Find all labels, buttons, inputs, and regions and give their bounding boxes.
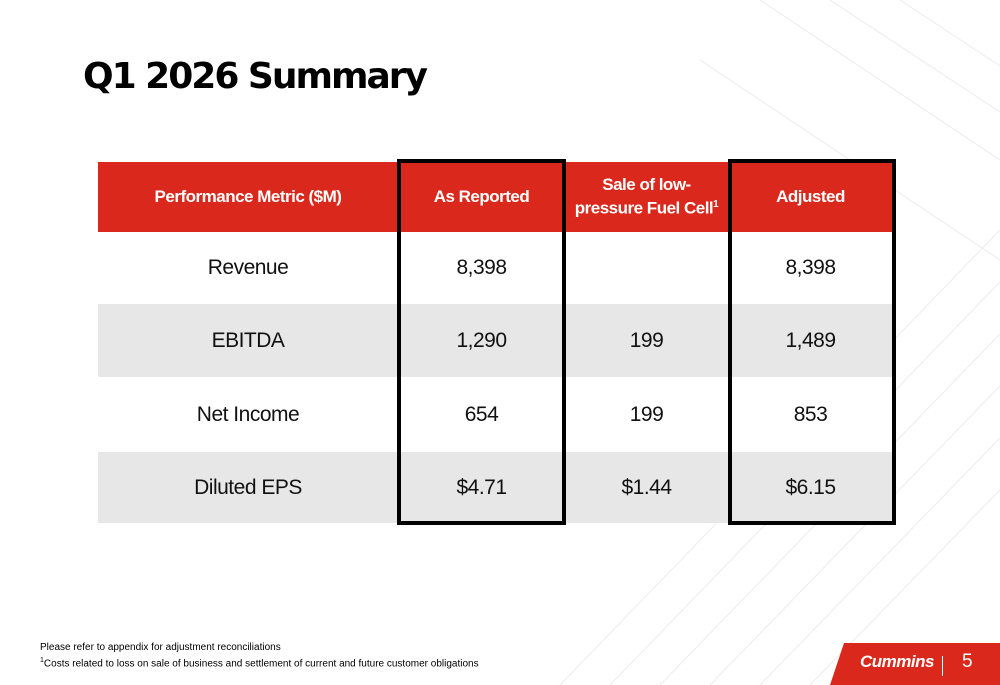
header-adjustment-line2: pressure Fuel Cell <box>574 198 714 218</box>
header-adjustment-footnote-marker: 1 <box>713 199 719 211</box>
as-reported-cell: 654 <box>464 402 499 426</box>
adjustment-cell <box>565 232 728 304</box>
as-reported-cell: 1,290 <box>456 328 507 352</box>
metric-cell: EBITDA <box>211 328 285 352</box>
footnotes: Please refer to appendix for adjustment … <box>40 641 479 670</box>
adjusted-cell: 1,489 <box>785 328 836 352</box>
footnote-1-text: Costs related to loss on sale of busines… <box>43 658 479 670</box>
table-row: Net Income 654 199 853 <box>98 377 893 452</box>
adjusted-cell: $6.15 <box>785 475 836 499</box>
page-title: Q1 2026 Summary <box>83 56 428 97</box>
footer-divider <box>942 656 943 676</box>
adjustment-cell: $1.44 <box>621 475 672 499</box>
header-adjusted-label: Adjusted <box>776 187 845 206</box>
table-row: Revenue 8,398 8,398 <box>98 232 893 304</box>
as-reported-highlight-box <box>397 159 566 525</box>
header-adjustment-line1: Sale of low- <box>602 175 691 195</box>
header-adjustment-label: Sale of low- pressure Fuel Cell1 <box>574 175 719 219</box>
as-reported-cell: 8,398 <box>456 256 507 279</box>
adjustment-cell: 199 <box>629 402 664 426</box>
metric-cell: Revenue <box>207 256 289 279</box>
footnote-1: 1Costs related to loss on sale of busine… <box>40 654 479 670</box>
adjusted-highlight-box <box>728 159 896 525</box>
summary-table: Performance Metric ($M) As Reported Sale… <box>98 162 893 523</box>
adjustment-cell: 199 <box>629 328 664 352</box>
cummins-logo: Cummins <box>860 652 934 671</box>
table-header: Performance Metric ($M) As Reported Sale… <box>98 162 893 232</box>
header-metric-label: Performance Metric ($M) <box>154 187 342 206</box>
header-metric: Performance Metric ($M) <box>98 162 398 232</box>
footnote-appendix: Please refer to appendix for adjustment … <box>40 642 281 653</box>
adjusted-cell: 853 <box>793 402 828 426</box>
table-row: EBITDA 1,290 199 1,489 <box>98 304 893 377</box>
header-adjustment: Sale of low- pressure Fuel Cell1 <box>565 162 728 232</box>
table-row: Diluted EPS $4.71 $1.44 $6.15 <box>98 452 893 523</box>
footer-brand-bar <box>830 643 1000 685</box>
header-as-reported: As Reported <box>398 162 565 232</box>
metric-cell: Diluted EPS <box>194 475 302 499</box>
header-as-reported-label: As Reported <box>433 187 530 206</box>
as-reported-cell: $4.71 <box>456 475 507 499</box>
header-adjusted: Adjusted <box>728 162 893 232</box>
page-number: 5 <box>962 651 973 672</box>
footnote-1-marker: 1 <box>40 657 44 664</box>
adjusted-cell: 8,398 <box>785 256 836 279</box>
metric-cell: Net Income <box>196 402 300 426</box>
